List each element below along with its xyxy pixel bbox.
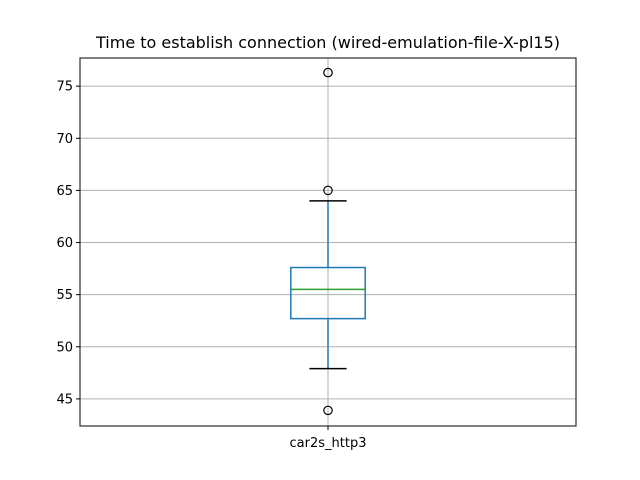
y-axis-ticks: 45 50 55 60 65 70 75 — [56, 80, 80, 407]
x-tick-label: car2s_http3 — [290, 436, 367, 451]
iqr-box — [290, 266, 366, 320]
y-tick-label: 55 — [56, 288, 73, 303]
y-tick-label: 45 — [56, 392, 73, 407]
y-tick-label: 65 — [56, 184, 73, 199]
x-axis-ticks: car2s_http3 — [290, 426, 367, 451]
y-tick-label: 75 — [56, 80, 73, 95]
chart-title: Time to establish connection (wired-emul… — [95, 33, 560, 52]
outlier-point — [323, 67, 333, 78]
y-tick-label: 60 — [56, 236, 73, 251]
plot-area-frame — [79, 57, 577, 427]
outlier-point — [323, 185, 333, 196]
outlier-point — [323, 405, 333, 416]
y-tick-label: 70 — [56, 132, 73, 147]
box-plot-series — [290, 67, 366, 416]
grid-lines — [80, 58, 576, 426]
y-tick-label: 50 — [56, 340, 73, 355]
